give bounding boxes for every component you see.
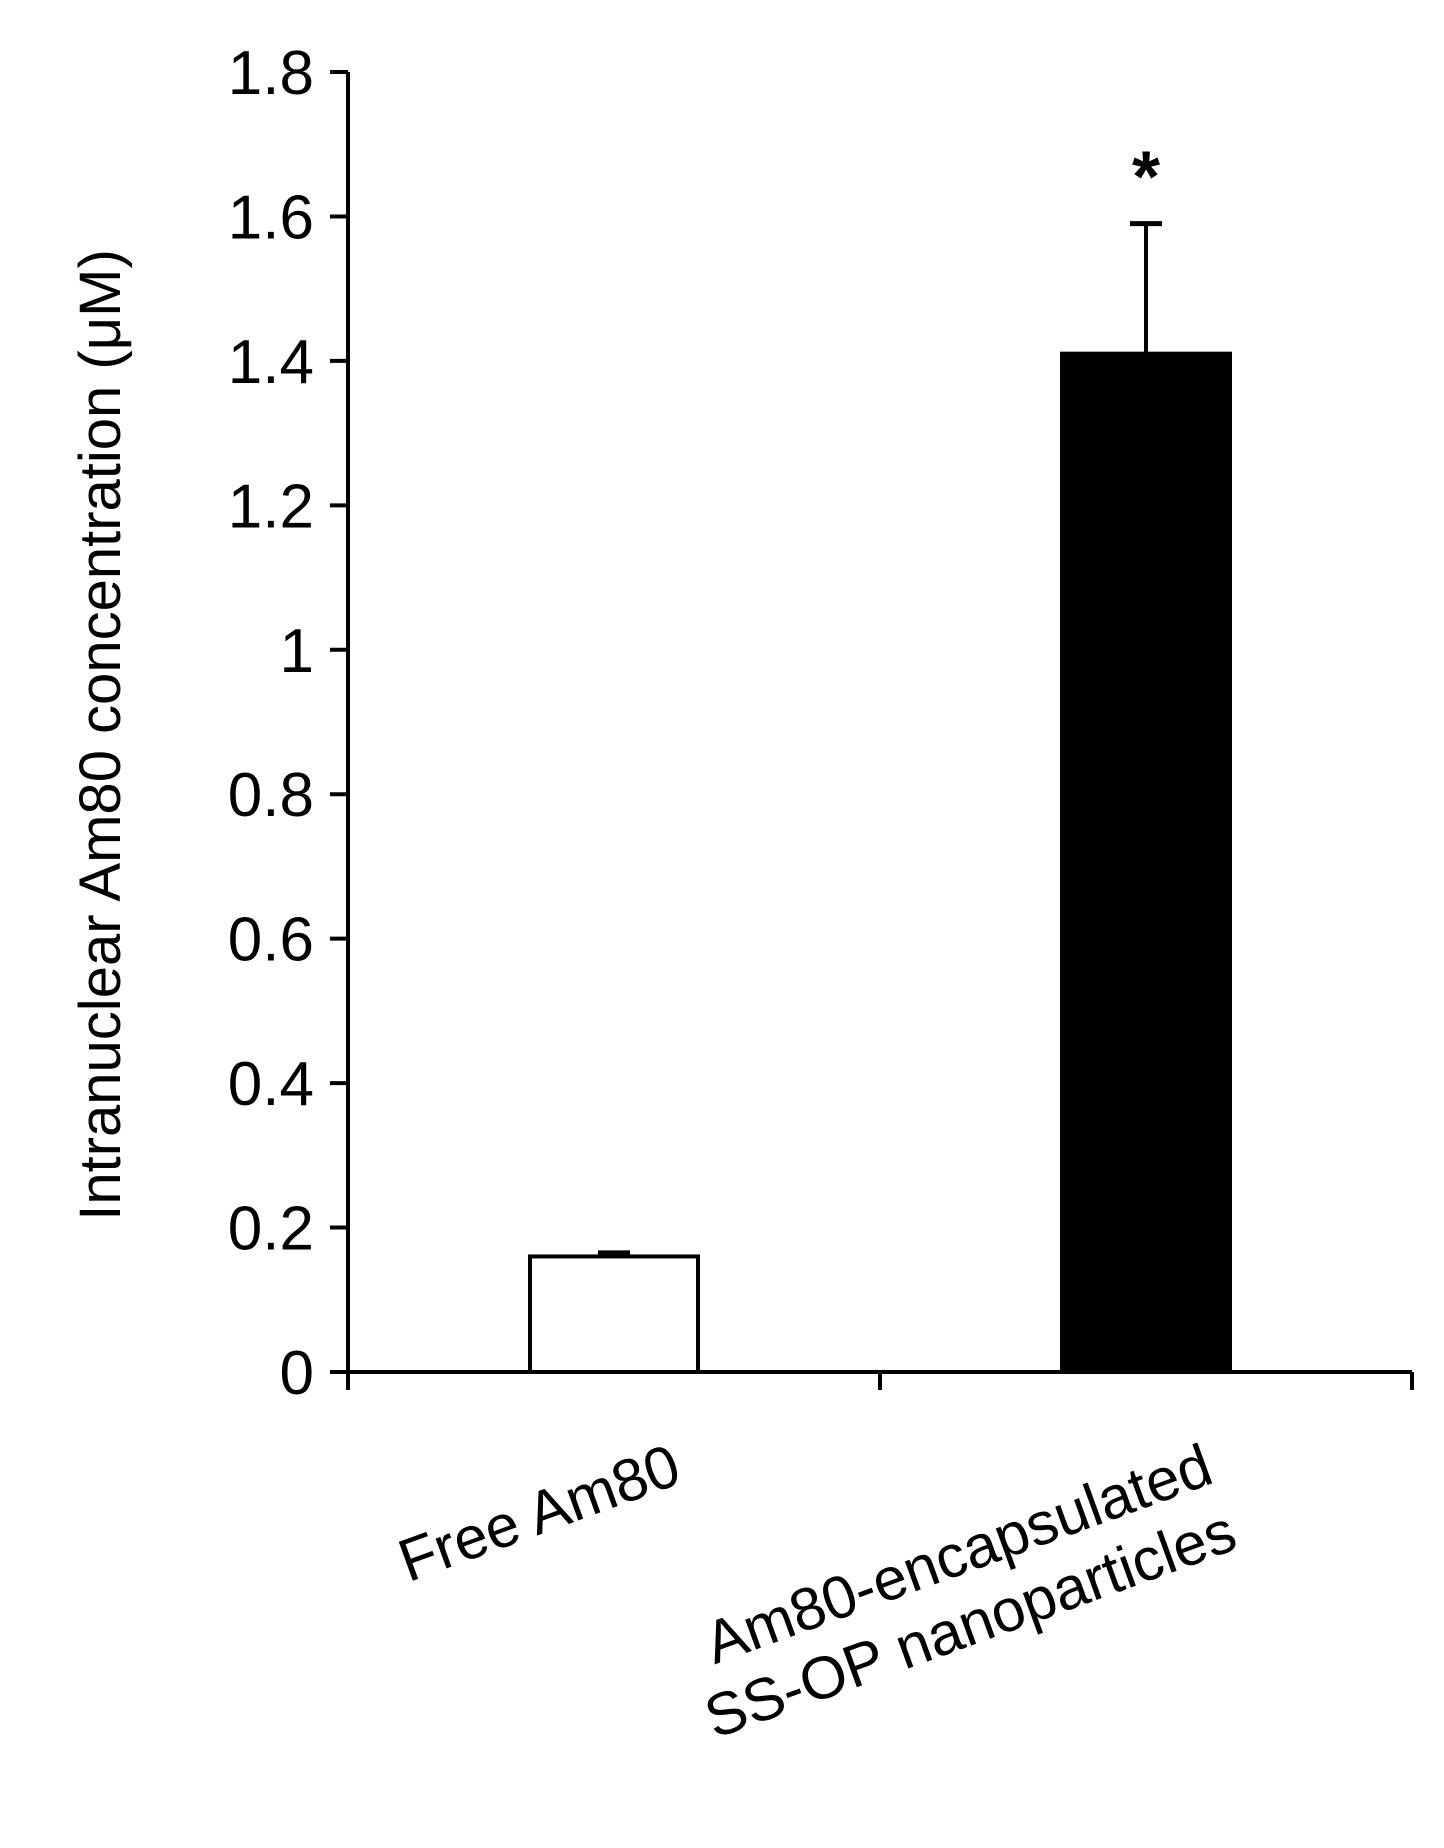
annotations: *	[1132, 138, 1160, 218]
bar-1	[528, 1254, 700, 1375]
y-tick-label: 1.2	[228, 472, 314, 541]
y-tick-label: 0.4	[228, 1050, 314, 1119]
y-tick-label: 1	[280, 617, 314, 686]
bars	[528, 351, 1232, 1375]
y-tick-label: 0.2	[228, 1195, 314, 1264]
y-tick-label: 1.4	[228, 328, 314, 397]
error-bars	[598, 221, 1162, 1257]
x-tick-label: Free Am80	[390, 1431, 689, 1594]
y-tick-label: 1.6	[228, 183, 314, 252]
y-tick-label: 1.8	[228, 39, 314, 108]
bar-2	[1060, 351, 1232, 1374]
y-tick-label: 0.8	[228, 761, 314, 830]
y-tick-label: 0.6	[228, 906, 314, 975]
y-tick-label: 0	[280, 1339, 314, 1408]
category-label-1: Free Am80	[390, 1431, 689, 1594]
x-ticks	[346, 1372, 1414, 1390]
y-ticks: 0 0.2 0.4 0.6 0.8 1 1.2 1.4 1.6 1.8	[228, 39, 348, 1408]
y-axis-title: Intranuclear Am80 concentration (μM)	[68, 249, 133, 1221]
significance-marker: *	[1132, 138, 1160, 218]
